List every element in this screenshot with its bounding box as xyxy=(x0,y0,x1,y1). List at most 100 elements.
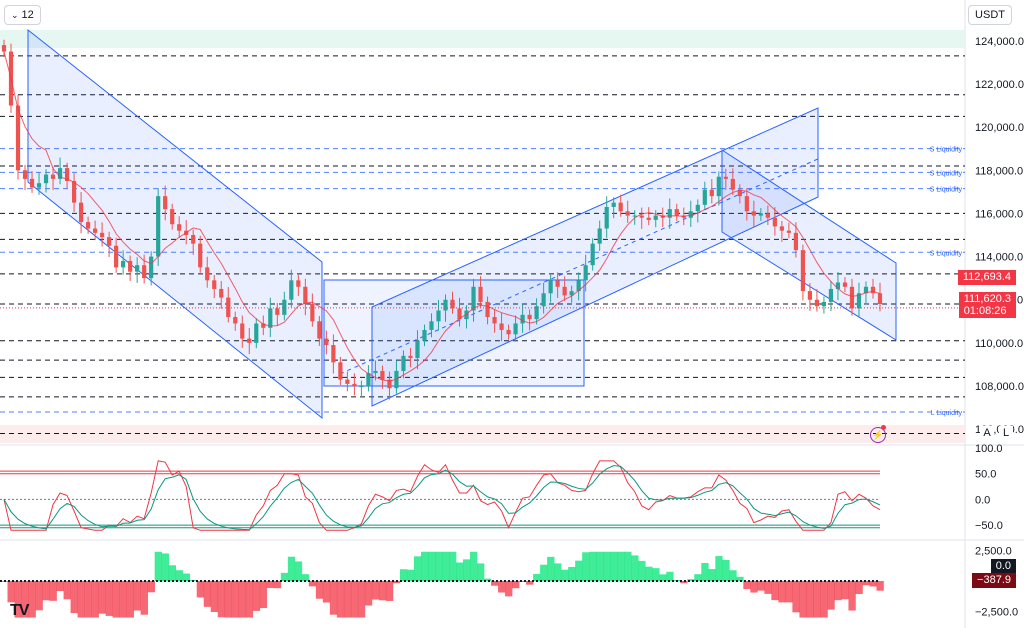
timeframe-selector[interactable]: ⌄ 12 xyxy=(4,5,41,25)
candle-down xyxy=(100,222,105,247)
candle-body xyxy=(64,168,70,182)
candle-body xyxy=(282,299,287,315)
candle-body xyxy=(464,310,469,320)
candle-body xyxy=(674,209,679,216)
price-tick-label: 120,000.0 xyxy=(975,122,1024,134)
histogram-bar xyxy=(785,581,793,603)
candle-down xyxy=(408,347,413,368)
candle-body xyxy=(324,338,329,346)
candle-down xyxy=(450,291,455,314)
log-scale-button[interactable]: L xyxy=(999,426,1013,440)
candle-down xyxy=(170,203,175,230)
candle-body xyxy=(639,215,644,218)
price-tick-label: 114,000.0 xyxy=(975,252,1023,264)
candle-body xyxy=(807,291,813,300)
histogram-bar xyxy=(294,561,303,581)
notification-dot xyxy=(881,425,886,430)
candle-down xyxy=(457,297,462,327)
candle-body xyxy=(345,379,350,384)
candle-body xyxy=(240,323,245,339)
candle-up xyxy=(289,269,294,308)
histogram-bar xyxy=(259,581,268,609)
candle-body xyxy=(618,202,623,212)
candle-down xyxy=(205,256,210,288)
histogram-bar xyxy=(463,559,471,581)
histogram-bar xyxy=(603,551,611,581)
candle-body xyxy=(590,243,595,266)
candle-down xyxy=(723,168,728,191)
candle-down xyxy=(50,166,56,191)
lightning-icon[interactable]: ⚡ xyxy=(870,427,886,443)
candle-up xyxy=(366,365,371,392)
candle-body xyxy=(821,301,827,307)
histogram-bar xyxy=(491,581,499,586)
candle-body xyxy=(387,379,392,389)
candle-body xyxy=(765,213,770,218)
candle-body xyxy=(275,308,280,315)
candle-body xyxy=(170,209,175,225)
histogram-bar xyxy=(308,581,317,587)
candle-body xyxy=(331,345,336,363)
histogram-bar xyxy=(505,581,513,597)
histogram-bar xyxy=(35,581,43,611)
candle-down xyxy=(296,274,301,297)
candle-down xyxy=(85,216,91,234)
tradingview-logo[interactable]: TV xyxy=(10,602,29,619)
histogram-bar xyxy=(147,581,155,593)
range-box xyxy=(323,279,585,387)
candle-body xyxy=(338,362,343,380)
currency-selector[interactable]: USDT xyxy=(968,5,1012,25)
candle-down xyxy=(562,276,567,301)
histogram-bar xyxy=(708,569,716,581)
histogram-bar xyxy=(701,563,709,581)
candle-up xyxy=(513,315,518,342)
histogram-bar xyxy=(778,581,786,603)
price-tick-label: 124,000.0 xyxy=(975,36,1024,48)
histogram-bar xyxy=(624,551,632,581)
candle-down xyxy=(345,371,350,392)
histogram-bar xyxy=(28,581,36,618)
histogram-bar xyxy=(757,581,765,591)
candle-body xyxy=(723,176,728,179)
histogram-bar xyxy=(568,566,576,581)
candle-body xyxy=(814,299,820,307)
candle-down xyxy=(352,373,357,396)
candle-body xyxy=(219,288,224,298)
candle-body xyxy=(317,321,322,339)
histogram-bar xyxy=(680,581,688,584)
osc-tick-label: 100.0 xyxy=(975,443,1003,455)
candle-up xyxy=(716,171,721,206)
histogram-bar xyxy=(834,581,842,601)
histogram-bar xyxy=(442,551,450,581)
histogram-bar xyxy=(301,574,310,581)
candle-body xyxy=(457,308,462,320)
histogram-bar xyxy=(273,581,282,589)
candle-body xyxy=(226,297,231,317)
candle-body xyxy=(142,265,147,279)
histogram-bar xyxy=(561,569,569,581)
candle-down xyxy=(478,276,483,308)
candle-down xyxy=(499,312,504,342)
candle-body xyxy=(128,260,133,272)
candle-down xyxy=(842,277,848,293)
candle-body xyxy=(695,204,700,212)
candle-body xyxy=(29,178,35,188)
candle-body xyxy=(254,323,259,343)
histogram-bar xyxy=(449,551,457,581)
candle-up xyxy=(359,380,364,398)
liquidity-label: S Liquidity xyxy=(930,250,963,257)
histogram-bar xyxy=(231,581,240,618)
candle-body xyxy=(471,286,476,311)
liquidity-label: S Liquidity xyxy=(930,147,963,154)
auto-scale-button[interactable]: A xyxy=(980,426,994,440)
candle-body xyxy=(625,211,630,216)
price-tick-label: 116,000.0 xyxy=(975,208,1023,220)
histogram-bar xyxy=(182,573,191,581)
candle-up xyxy=(604,196,609,238)
candle-down xyxy=(338,356,343,385)
candle-down xyxy=(527,309,532,331)
histogram-bar xyxy=(659,574,667,581)
candle-body xyxy=(93,228,98,233)
candle-down xyxy=(163,185,168,221)
